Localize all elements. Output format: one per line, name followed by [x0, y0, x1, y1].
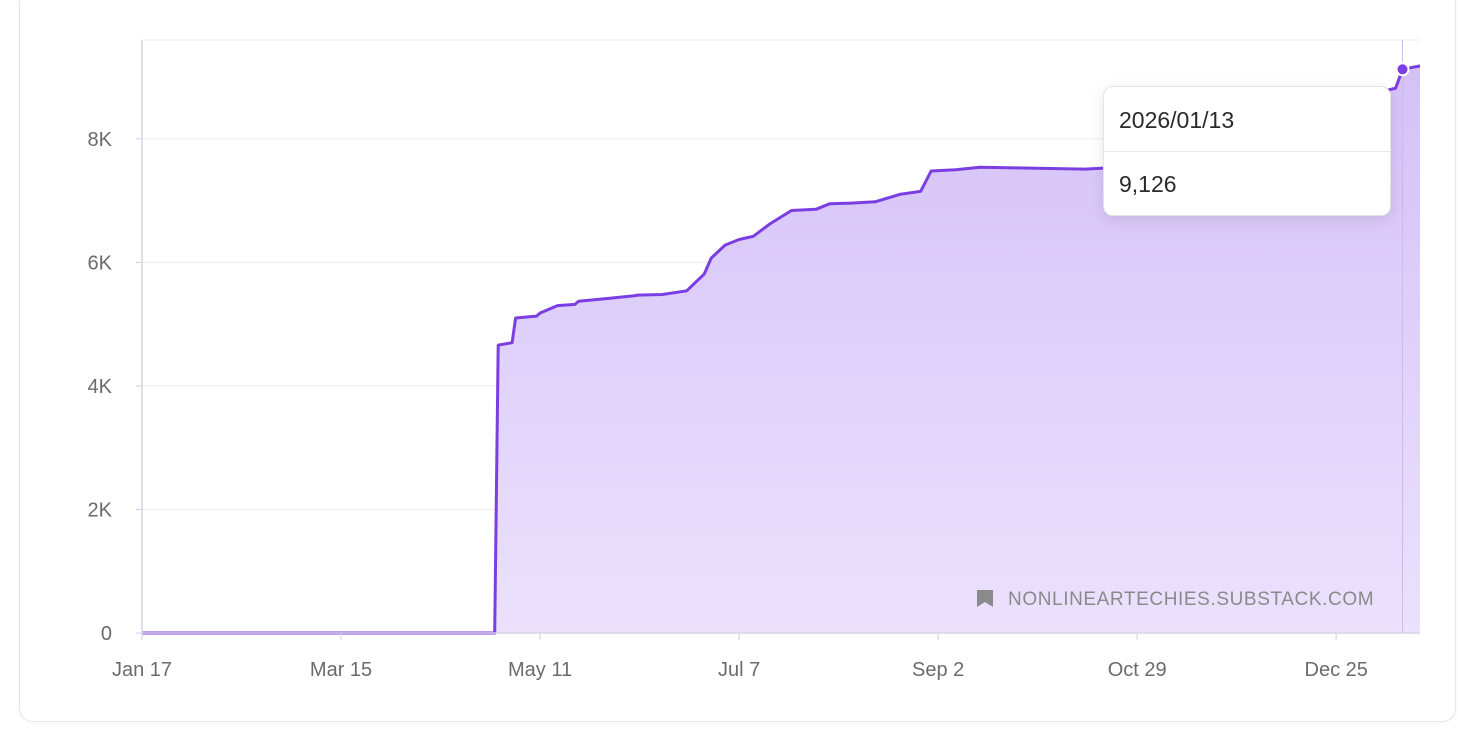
hover-point — [1395, 62, 1410, 77]
x-tick-label: Sep 2 — [912, 659, 964, 681]
hover-marker — [1395, 40, 1410, 633]
y-tick-label: 0 — [101, 623, 112, 645]
watermark-text: NONLINEARTECHIES.SUBSTACK.COM — [1008, 589, 1374, 610]
watermark: NONLINEARTECHIES.SUBSTACK.COM — [977, 589, 1374, 610]
x-tick-label: Jan 17 — [112, 659, 172, 681]
x-tick-label: Dec 25 — [1305, 659, 1368, 681]
area-fill — [142, 65, 1420, 633]
x-tick-label: Jul 7 — [718, 659, 760, 681]
axes — [136, 40, 1420, 640]
tick-labels: 0 2K 4K 6K 8K Jan 17 Mar 15 May 11 Jul 7 Sep 2 Oct… — [88, 129, 1368, 681]
tooltip-value: 9,126 — [1119, 171, 1177, 197]
x-tick-label: Mar 15 — [310, 659, 372, 681]
tooltip-date: 2026/01/13 — [1104, 87, 1390, 152]
data-tooltip: 2026/01/13 9,126 — [1103, 86, 1391, 216]
x-tick-label: May 11 — [508, 659, 572, 681]
y-tick-label: 6K — [88, 252, 113, 274]
y-tick-label: 8K — [88, 129, 113, 151]
x-tick-label: Oct 29 — [1108, 659, 1167, 681]
y-tick-label: 4K — [88, 376, 113, 398]
y-tick-label: 2K — [88, 499, 113, 521]
bookmark-icon — [977, 590, 993, 607]
